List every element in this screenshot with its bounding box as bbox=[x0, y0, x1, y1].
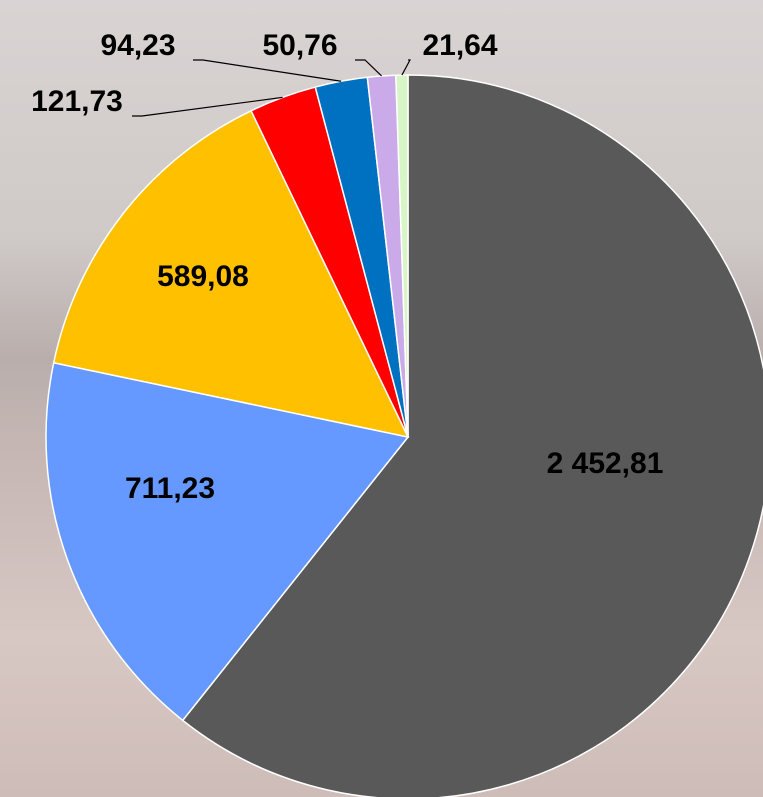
data-label: 2 452,81 bbox=[547, 447, 664, 480]
leader-line bbox=[402, 60, 410, 75]
data-label: 121,73 bbox=[31, 85, 123, 118]
data-label: 21,64 bbox=[422, 29, 497, 62]
leader-line bbox=[355, 60, 382, 76]
page: 2 452,81 711,23 589,08 121,73 94,23 50,76 21,6… bbox=[0, 0, 763, 797]
data-label: 94,23 bbox=[100, 29, 175, 62]
leader-line bbox=[193, 60, 341, 81]
data-label: 589,08 bbox=[157, 260, 249, 293]
chart: 2 452,81 711,23 589,08 121,73 94,23 50,76 21,6… bbox=[0, 0, 763, 797]
data-label: 711,23 bbox=[125, 472, 215, 505]
data-label: 50,76 bbox=[262, 29, 337, 62]
